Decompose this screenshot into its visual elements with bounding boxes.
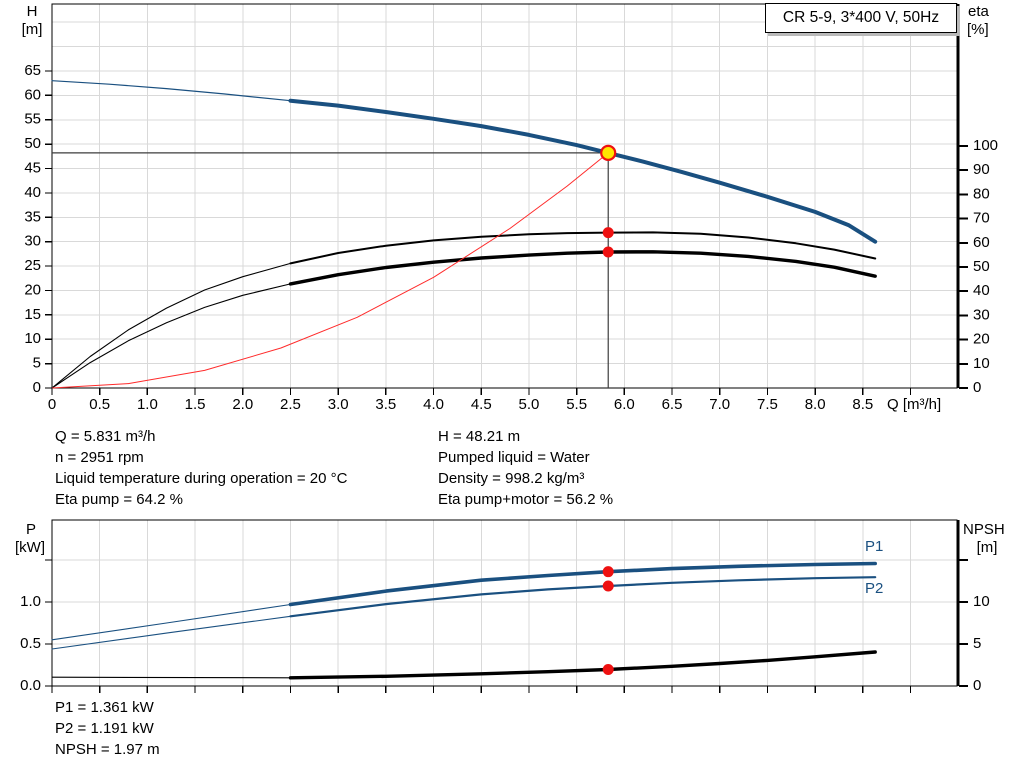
npsh-axis-label: NPSH (963, 521, 1005, 538)
x-tick-label: 4.5 (471, 396, 492, 413)
x-tick-label: 7.5 (757, 396, 778, 413)
eta-pump-curve-thin (51, 262, 292, 389)
duty-info-left: Q = 5.831 m³/h n = 2951 rpm Liquid tempe… (55, 426, 347, 510)
x-tick-label: 4.0 (423, 396, 444, 413)
left-tick-label: 1.0 (20, 593, 41, 610)
x-tick-label: 5.5 (566, 396, 587, 413)
x-tick-label: 2.5 (280, 396, 301, 413)
right-tick-label: 50 (973, 258, 990, 275)
x-tick-label: 6.0 (614, 396, 635, 413)
left-tick-label: 30 (24, 233, 41, 250)
eta-axis-unit: [%] (967, 21, 989, 38)
info-n: n = 2951 rpm (55, 449, 144, 466)
x-tick-label: 3.5 (375, 396, 396, 413)
p-axis-unit: [kW] (15, 539, 45, 556)
x-tick-label: 8.0 (805, 396, 826, 413)
info-liquid: Pumped liquid = Water (438, 449, 590, 466)
p2-marker (602, 580, 614, 592)
h-axis-unit: [m] (21, 21, 43, 38)
eta-pump-motor-curve (288, 250, 877, 286)
p1-curve-label: P1 (865, 538, 884, 555)
left-tick-label: 0.0 (20, 677, 41, 694)
right-tick-label: 80 (973, 185, 990, 202)
info-eta-pump-motor: Eta pump+motor = 56.2 % (438, 491, 614, 508)
info-density: Density = 998.2 kg/m³ (438, 470, 585, 487)
p-axis-label: P (25, 521, 36, 538)
npsh-curve-thin (51, 676, 292, 679)
p1-curve-thin (51, 603, 292, 641)
right-tick-label: 20 (973, 331, 990, 348)
x-tick-label: 1.0 (137, 396, 158, 413)
x-tick-label: 3.0 (328, 396, 349, 413)
x-tick-label: 5.0 (519, 396, 540, 413)
left-tick-label: 0.5 (20, 635, 41, 652)
left-tick-label: 65 (24, 62, 41, 79)
eta-pump-marker (602, 227, 614, 239)
info-q: Q = 5.831 m³/h (55, 428, 156, 445)
left-tick-label: 55 (24, 111, 41, 128)
right-tick-label: 90 (973, 161, 990, 178)
x-tick-label: 8.5 (852, 396, 873, 413)
p2-curve (289, 576, 877, 618)
qh_chart-frame (51, 3, 958, 389)
left-tick-label: 50 (24, 135, 41, 152)
left-tick-label: 60 (24, 86, 41, 103)
info-h: H = 48.21 m (438, 428, 521, 445)
eta-pump-motor-marker (602, 246, 614, 258)
info-p1: P1 = 1.361 kW (55, 699, 154, 716)
system-curve (51, 152, 609, 389)
x-tick-label: 1.5 (185, 396, 206, 413)
x-tick-label: 0 (48, 396, 56, 413)
right-tick-label: 40 (973, 282, 990, 299)
left-tick-label: 20 (24, 281, 41, 298)
x-tick-label: 0.5 (89, 396, 110, 413)
left-tick-label: 35 (24, 208, 41, 225)
left-tick-label: 40 (24, 184, 41, 201)
eta-pump-motor-curve-thin (51, 283, 292, 389)
p1-curve (288, 561, 878, 607)
p2-curve-label: P2 (865, 580, 884, 597)
power-info: P1 = 1.361 kW P2 = 1.191 kW NPSH = 1.97 … (55, 697, 160, 760)
q-axis-unit-label: Q [m³/h] (887, 396, 942, 413)
left-tick-label: 10 (24, 330, 41, 347)
left-tick-label: 5 (33, 355, 41, 372)
duty-info-right: H = 48.21 m Pumped liquid = Water Densit… (438, 426, 613, 510)
p1-marker (602, 566, 614, 578)
right-tick-label: 60 (973, 234, 990, 251)
npsh-marker (602, 663, 614, 675)
info-temp: Liquid temperature during operation = 20… (55, 470, 348, 487)
p2-curve-thin (51, 615, 292, 650)
npsh-axis-unit: [m] (976, 539, 998, 556)
operating-point-marker[interactable] (600, 144, 617, 161)
x-tick-label: 2.0 (232, 396, 253, 413)
power_npsh_chart-frame (51, 519, 958, 687)
left-tick-label: 25 (24, 257, 41, 274)
right-tick-label: 0 (973, 677, 981, 694)
npsh-curve (288, 650, 877, 680)
head-curve (288, 98, 878, 244)
left-tick-label: 45 (24, 160, 41, 177)
info-npsh: NPSH = 1.97 m (55, 741, 160, 758)
right-tick-label: 10 (973, 355, 990, 372)
x-tick-label: 7.0 (709, 396, 730, 413)
right-tick-label: 30 (973, 306, 990, 323)
pump-type-box: CR 5-9, 3*400 V, 50Hz (765, 3, 957, 33)
right-tick-label: 70 (973, 210, 990, 227)
info-eta-pump: Eta pump = 64.2 % (55, 491, 183, 508)
right-tick-label: 10 (973, 593, 990, 610)
x-tick-label: 6.5 (662, 396, 683, 413)
left-tick-label: 15 (24, 306, 41, 323)
h-axis-label: H (26, 3, 38, 20)
eta-pump-curve (289, 231, 877, 265)
left-tick-label: 0 (33, 379, 41, 396)
info-p2: P2 = 1.191 kW (55, 720, 154, 737)
right-tick-label: 100 (973, 137, 998, 154)
right-tick-label: 0 (973, 379, 981, 396)
eta-axis-label: eta (968, 3, 989, 20)
right-tick-label: 5 (973, 635, 981, 652)
head-curve-thin (51, 80, 292, 102)
